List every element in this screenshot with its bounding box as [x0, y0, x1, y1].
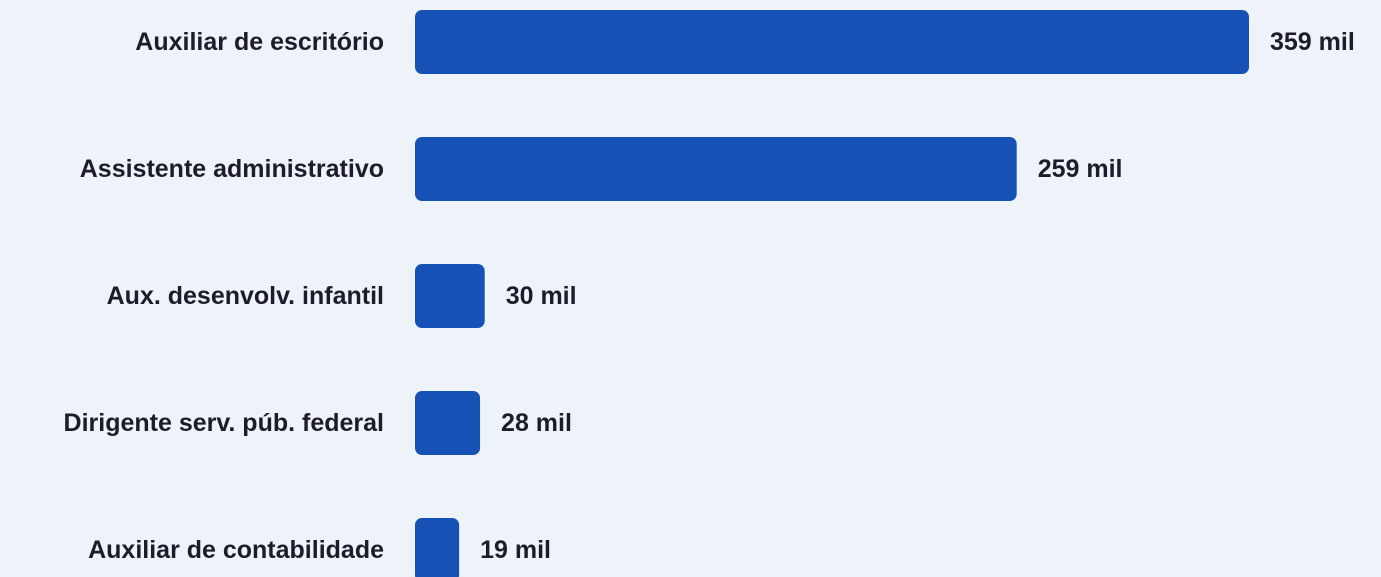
- bar: [415, 264, 485, 328]
- value-label: 28 mil: [501, 409, 572, 437]
- bar: [415, 391, 481, 455]
- category-label: Dirigente serv. púb. federal: [64, 409, 384, 437]
- category-label: Assistente administrativo: [80, 155, 384, 183]
- bar: [415, 10, 1249, 74]
- value-label: 30 mil: [506, 282, 577, 310]
- bar: [415, 518, 460, 577]
- bar: [415, 137, 1017, 201]
- category-label: Aux. desenvolv. infantil: [107, 282, 384, 310]
- category-label: Auxiliar de contabilidade: [88, 536, 384, 564]
- value-label: 359 mil: [1270, 28, 1355, 56]
- value-label: 259 mil: [1038, 155, 1123, 183]
- value-label: 19 mil: [480, 536, 551, 564]
- category-label: Auxiliar de escritório: [135, 28, 384, 56]
